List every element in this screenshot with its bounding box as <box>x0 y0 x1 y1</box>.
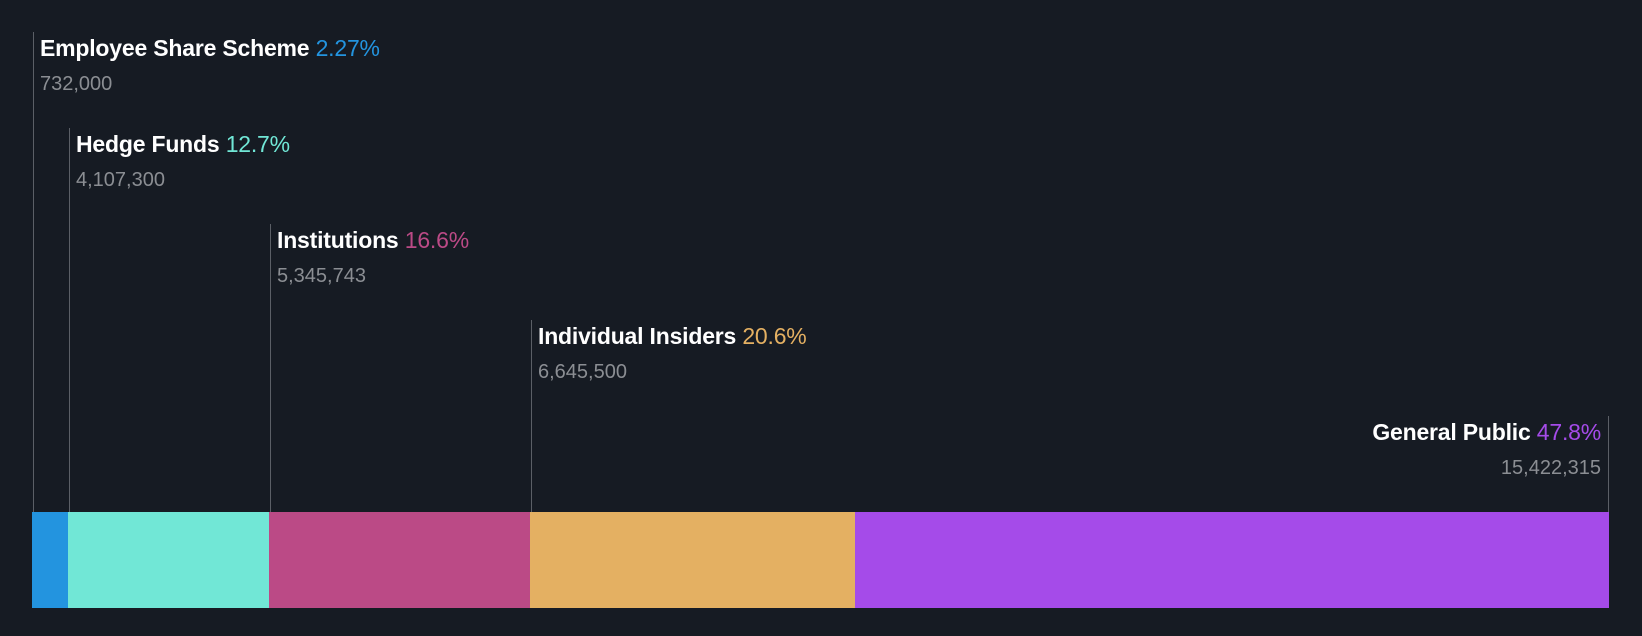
percentage-label: 47.8% <box>1536 419 1601 445</box>
category-name: Employee Share Scheme <box>40 35 310 61</box>
guide-line-individual-insiders <box>531 320 532 512</box>
percentage-label: 12.7% <box>225 131 290 157</box>
callout-general-public: General Public 47.8% 15,422,315 <box>1372 418 1601 480</box>
stacked-ownership-bar <box>32 512 1609 608</box>
share-count: 4,107,300 <box>76 169 165 191</box>
callout-title: Individual Insiders 20.6% <box>538 322 807 350</box>
guide-line-employee-share-scheme <box>33 32 34 512</box>
bar-segment-hedge-funds[interactable] <box>68 512 269 608</box>
callout-individual-insiders: Individual Insiders 20.6% 6,645,500 <box>538 322 807 384</box>
share-count: 15,422,315 <box>1500 457 1601 479</box>
share-count: 6,645,500 <box>538 361 627 383</box>
percentage-label: 16.6% <box>404 227 469 253</box>
category-name: Individual Insiders <box>538 323 737 349</box>
bar-segment-institutions[interactable] <box>269 512 530 608</box>
callout-institutions: Institutions 16.6% 5,345,743 <box>277 226 469 288</box>
percentage-label: 20.6% <box>742 323 807 349</box>
callout-employee-share-scheme: Employee Share Scheme 2.27% 732,000 <box>40 34 380 96</box>
share-count: 5,345,743 <box>277 265 366 287</box>
callout-title: Hedge Funds 12.7% <box>76 130 290 158</box>
bar-segment-general-public[interactable] <box>855 512 1609 608</box>
callout-title: Institutions 16.6% <box>277 226 469 254</box>
guide-line-hedge-funds <box>69 128 70 512</box>
category-name: Hedge Funds <box>76 131 220 157</box>
bar-segment-employee-share-scheme[interactable] <box>32 512 68 608</box>
share-count: 732,000 <box>40 73 113 95</box>
category-name: General Public <box>1372 419 1531 445</box>
callout-title: General Public 47.8% <box>1372 418 1601 446</box>
guide-line-general-public <box>1608 416 1609 512</box>
bar-segment-individual-insiders[interactable] <box>530 512 855 608</box>
percentage-label: 2.27% <box>315 35 380 61</box>
guide-line-institutions <box>270 224 271 512</box>
category-name: Institutions <box>277 227 399 253</box>
callout-title: Employee Share Scheme 2.27% <box>40 34 380 62</box>
callout-hedge-funds: Hedge Funds 12.7% 4,107,300 <box>76 130 290 192</box>
